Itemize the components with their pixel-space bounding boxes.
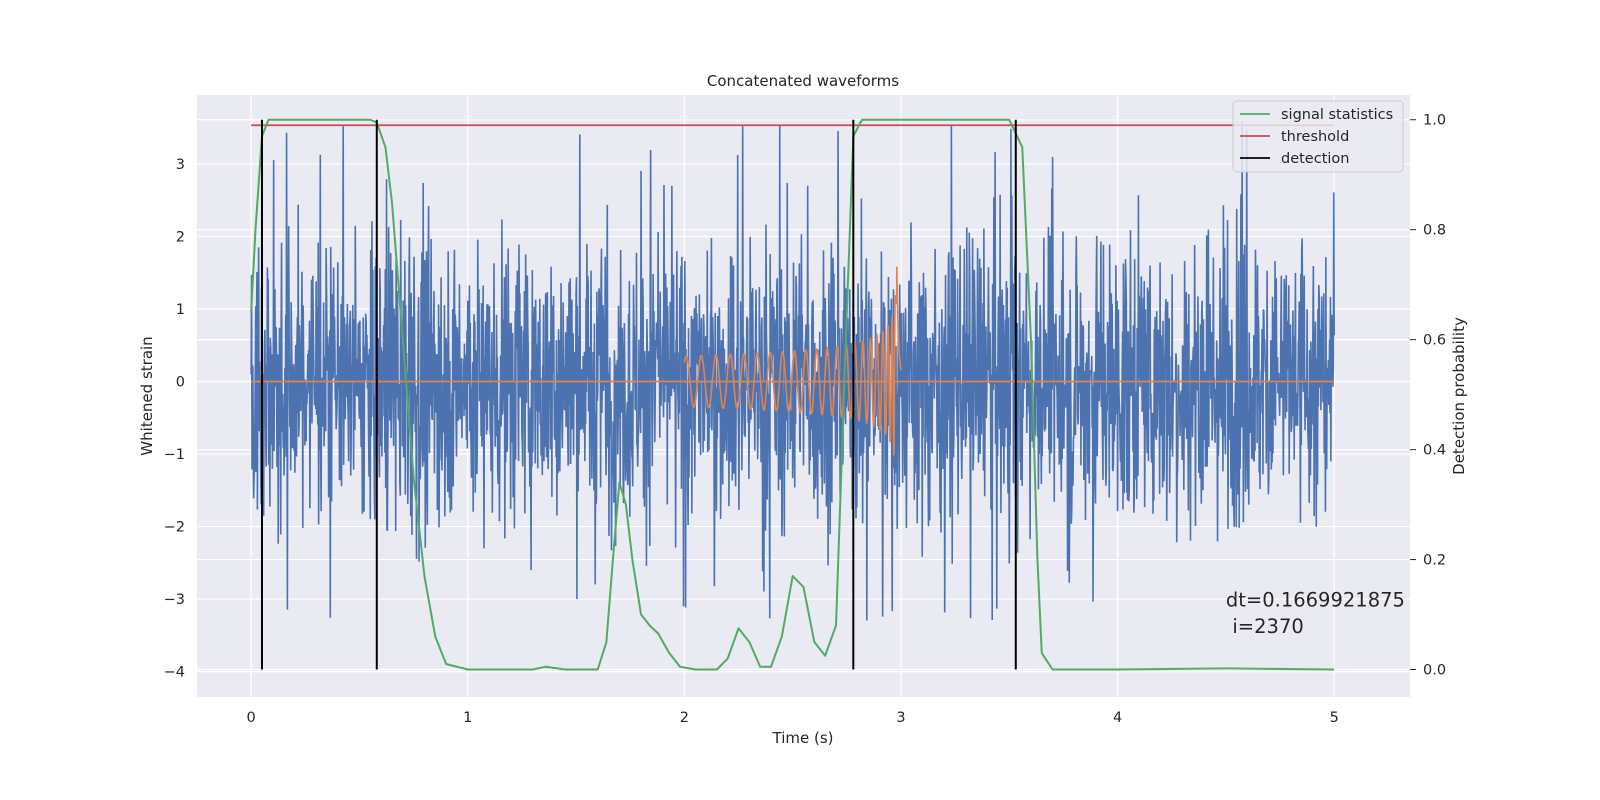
x-tick-label: 2: [680, 710, 689, 726]
y-axis-label: Whitened strain: [138, 336, 156, 455]
y-tick-label: 2: [176, 229, 185, 245]
chart-title: Concatenated waveforms: [707, 72, 899, 90]
right-tick-label: 0.2: [1423, 553, 1446, 569]
right-axis-label: Detection probability: [1450, 317, 1468, 475]
annotation-text: dt=0.1669921875: [1226, 588, 1405, 611]
x-tick-label: 4: [1113, 710, 1122, 726]
x-axis-ticks: 0 1 2 3 4 5: [247, 710, 1339, 726]
y-tick-label: −1: [164, 447, 185, 463]
x-axis-label: Time (s): [772, 729, 834, 747]
right-axis-ticks: 0.0 0.2 0.4 0.6 0.8 1.0: [1410, 113, 1446, 679]
right-tick-label: 0.8: [1423, 223, 1446, 239]
right-tick-label: 0.6: [1423, 333, 1446, 349]
legend-label-detection: detection: [1281, 151, 1349, 167]
annotations: dt=0.1669921875 i=2370: [1226, 588, 1405, 638]
legend-box: [1232, 100, 1404, 173]
annotation-text: i=2370: [1232, 615, 1303, 638]
template-chirp-line: [683, 266, 902, 456]
right-tick-label: 1.0: [1423, 113, 1446, 129]
right-tick-label: 0.0: [1423, 663, 1446, 679]
legend-label-signal-statistics: signal statistics: [1281, 107, 1393, 123]
y-tick-label: −2: [164, 520, 185, 536]
y-axis-ticks: −4 −3 −2 −1 0 1 2 3: [164, 157, 185, 681]
y-tick-label: −3: [164, 592, 185, 608]
x-tick-label: 3: [896, 710, 905, 726]
data-layer: [250, 118, 1335, 671]
x-tick-label: 0: [247, 710, 256, 726]
y-tick-label: 1: [176, 302, 185, 318]
signal-statistics-line: [250, 118, 1335, 671]
y-tick-label: 3: [176, 157, 185, 173]
legend: signal statistics threshold detection: [1232, 100, 1404, 173]
right-tick-label: 0.4: [1423, 443, 1446, 459]
y-tick-label: 0: [176, 374, 185, 390]
legend-label-threshold: threshold: [1281, 129, 1349, 145]
x-tick-label: 1: [463, 710, 472, 726]
x-tick-label: 5: [1330, 710, 1339, 726]
y-tick-label: −4: [164, 665, 185, 681]
